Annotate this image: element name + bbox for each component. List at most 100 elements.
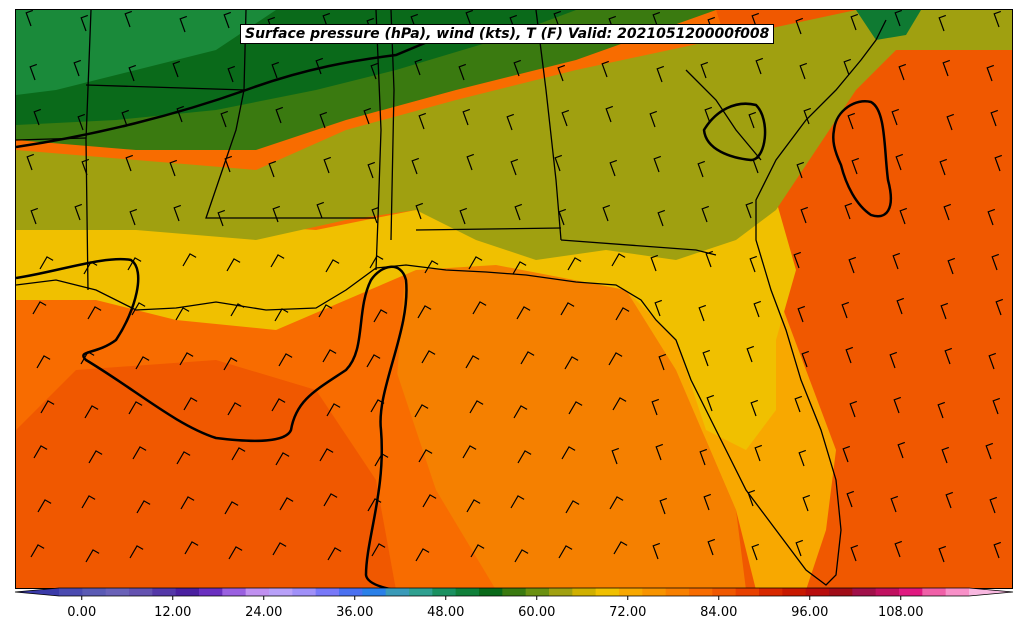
wind-barb	[323, 156, 332, 174]
colorbar-tick-label: 36.00	[336, 605, 373, 620]
wind-barb	[424, 260, 439, 274]
wind-barb	[558, 208, 567, 226]
map-panel: Surface pressure (hPa), wind (kts), T (F…	[15, 9, 1013, 589]
wind-barb	[271, 398, 286, 412]
wind-barb	[136, 500, 151, 514]
wind-barb	[227, 65, 236, 83]
wind-barb	[371, 543, 386, 557]
wind-barb	[129, 545, 144, 559]
wind-barb	[987, 208, 996, 226]
temp-band-northwest-green	[16, 10, 276, 95]
wind-barb	[564, 356, 579, 370]
wind-barb	[172, 60, 181, 78]
wind-barb	[754, 444, 763, 462]
wind-barb	[414, 404, 429, 418]
wind-barb	[179, 15, 188, 33]
wind-barb	[132, 446, 147, 460]
colorbar-swatch	[129, 588, 153, 596]
wind-barb	[231, 447, 246, 461]
wind-barb	[74, 203, 83, 221]
wind-barb	[793, 251, 802, 269]
wind-barb	[220, 110, 229, 128]
wind-barb	[173, 204, 182, 222]
wind-barb	[601, 60, 610, 78]
wind-barb	[363, 107, 372, 125]
wind-barb	[318, 304, 333, 318]
wind-barb	[37, 499, 52, 513]
wind-barb	[29, 63, 38, 81]
wind-barb	[279, 497, 294, 511]
wind-barb	[81, 158, 90, 176]
wind-barb	[462, 445, 477, 459]
wind-barb	[73, 59, 82, 77]
wind-barb	[794, 395, 803, 413]
wind-barb	[896, 297, 905, 315]
colorbar-swatch	[479, 588, 503, 596]
wind-barb	[319, 448, 334, 462]
wind-barb	[946, 113, 955, 131]
colorbar-swatch	[922, 588, 947, 596]
colorbar-swatch	[805, 588, 830, 596]
map-title: Surface pressure (hPa), wind (kts), T (F…	[240, 24, 775, 44]
wind-barb	[608, 352, 623, 366]
wind-barb	[652, 11, 661, 29]
wind-barb	[128, 64, 137, 82]
wind-barb	[995, 298, 1004, 316]
wind-barb	[703, 493, 712, 511]
colorbar-swatch	[339, 588, 363, 596]
colorbar-swatch	[315, 588, 340, 596]
wind-barb	[894, 540, 903, 558]
colorbar-swatch	[852, 588, 877, 596]
wind-barb	[615, 307, 630, 321]
wind-barb	[268, 160, 277, 178]
colorbar-swatch	[689, 588, 713, 596]
wind-barb	[653, 155, 662, 173]
colorbar-swatch	[292, 588, 317, 596]
wind-barb	[270, 254, 285, 268]
wind-barb	[366, 354, 381, 368]
wind-barb	[421, 350, 436, 364]
wind-barb	[843, 58, 852, 76]
wind-barb	[565, 500, 580, 514]
wind-barb	[411, 157, 420, 175]
wind-barb	[418, 449, 433, 463]
colorbar-swatch	[175, 588, 200, 596]
wind-barb	[25, 10, 34, 27]
colorbar-swatch	[665, 588, 690, 596]
colorbar-tick-label: 108.00	[878, 605, 924, 620]
wind-barb	[466, 153, 475, 171]
wind-barb	[701, 205, 710, 223]
wind-barb	[516, 306, 531, 320]
wind-barb	[87, 306, 102, 320]
wind-barb	[228, 546, 243, 560]
temp-band-west-gulf	[16, 360, 396, 588]
wind-barb	[938, 545, 947, 563]
state-boundaries	[16, 10, 762, 291]
wind-barb	[422, 494, 437, 508]
wind-barb	[33, 445, 48, 459]
wind-barb	[890, 495, 899, 513]
isobars	[16, 28, 893, 588]
colorbar-swatch	[222, 588, 247, 596]
colorbar-swatch	[245, 588, 270, 596]
wind-barb	[135, 356, 150, 370]
wind-barb	[129, 208, 138, 226]
wind-barb	[940, 302, 949, 320]
wind-barb	[520, 351, 535, 365]
wind-barb	[121, 109, 130, 127]
colorbar-swatch	[712, 588, 737, 596]
wind-barb	[699, 448, 708, 466]
wind-barb	[558, 545, 573, 559]
wind-barb	[894, 10, 903, 27]
wind-barb	[278, 353, 293, 367]
wind-barb	[125, 154, 134, 172]
wind-barb	[326, 403, 341, 417]
wind-barb	[747, 489, 756, 507]
colorbar-extend-high	[969, 588, 1013, 596]
wind-barb	[989, 496, 998, 514]
wind-barb	[848, 256, 857, 274]
wind-barb	[223, 357, 238, 371]
wind-barb	[465, 10, 474, 27]
wind-barb	[560, 302, 575, 316]
wind-barb	[654, 299, 663, 317]
